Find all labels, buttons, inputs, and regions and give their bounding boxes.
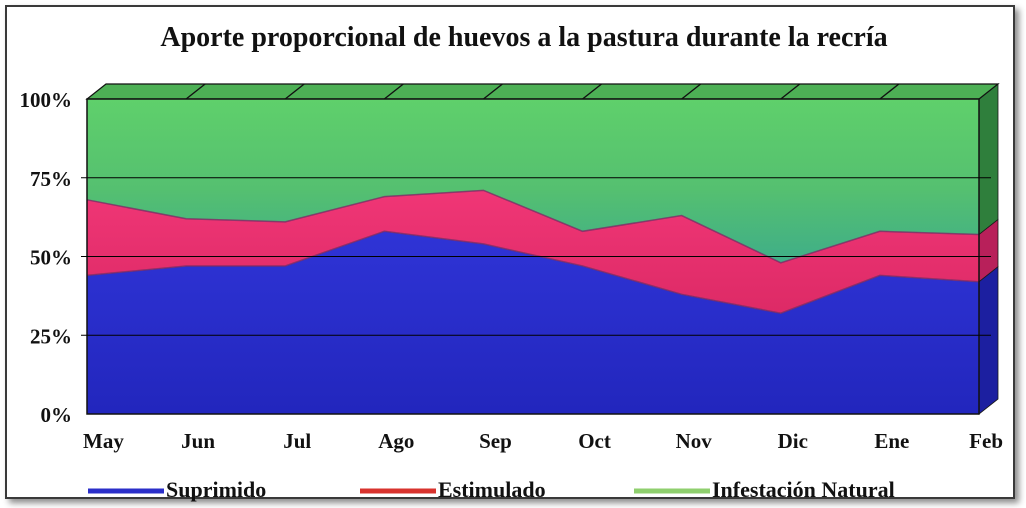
y-axis-ticks: 0% 25% 50% 75% 100% bbox=[20, 88, 73, 427]
y-tick-label: 75% bbox=[30, 167, 72, 191]
x-tick-label: Jul bbox=[283, 429, 311, 453]
x-tick-label: Feb bbox=[969, 429, 1003, 453]
series-line-estimulado bbox=[86, 189, 980, 264]
x-axis-ticks: May Jun Jul Ago Sep Oct Nov Dic Ene Feb bbox=[83, 429, 1003, 453]
chart-title: Aporte proporcional de huevos a la pastu… bbox=[160, 22, 887, 53]
x-tick-label: Ene bbox=[874, 429, 909, 453]
chart-3d-top bbox=[85, 83, 1000, 100]
top-face-divider bbox=[185, 83, 206, 100]
top-face-divider bbox=[780, 83, 801, 100]
top-face-divider bbox=[879, 83, 900, 100]
x-tick-label: Oct bbox=[578, 429, 611, 453]
x-tick-label: Ago bbox=[378, 429, 414, 453]
series-line-suprimido bbox=[86, 230, 980, 314]
legend: Suprimido Estimulado Infestación Natural bbox=[88, 477, 895, 502]
area-infestaci-n-natural bbox=[87, 99, 979, 263]
side-face-suprimido bbox=[978, 265, 999, 415]
area-suprimido bbox=[87, 231, 979, 414]
top-face-divider bbox=[681, 83, 702, 100]
top-face-divider bbox=[284, 83, 305, 100]
legend-label-suprimido: Suprimido bbox=[166, 477, 266, 502]
x-tick-label: Sep bbox=[479, 429, 512, 453]
x-tick-label: Nov bbox=[676, 429, 713, 453]
chart-3d-side bbox=[978, 83, 999, 415]
y-tick-label: 25% bbox=[30, 324, 72, 348]
x-tick-label: Jun bbox=[181, 429, 215, 453]
x-tick-label: Dic bbox=[778, 429, 808, 453]
chart-plot-areas bbox=[86, 98, 980, 415]
chart-gridlines bbox=[81, 177, 991, 336]
legend-label-estimulado: Estimulado bbox=[438, 477, 546, 502]
area-estimulado bbox=[87, 190, 979, 314]
top-face-divider bbox=[483, 83, 503, 100]
y-tick-label: 50% bbox=[30, 246, 72, 270]
x-tick-label: May bbox=[83, 429, 124, 453]
top-face-divider bbox=[383, 83, 404, 100]
top-face bbox=[85, 83, 1000, 100]
y-tick-label: 0% bbox=[41, 403, 73, 427]
legend-label-infestaci-n-natural: Infestación Natural bbox=[712, 477, 895, 502]
y-tick-label: 100% bbox=[20, 88, 73, 112]
side-face-infestaci-n-natural bbox=[978, 83, 999, 236]
top-face-divider bbox=[582, 83, 602, 100]
